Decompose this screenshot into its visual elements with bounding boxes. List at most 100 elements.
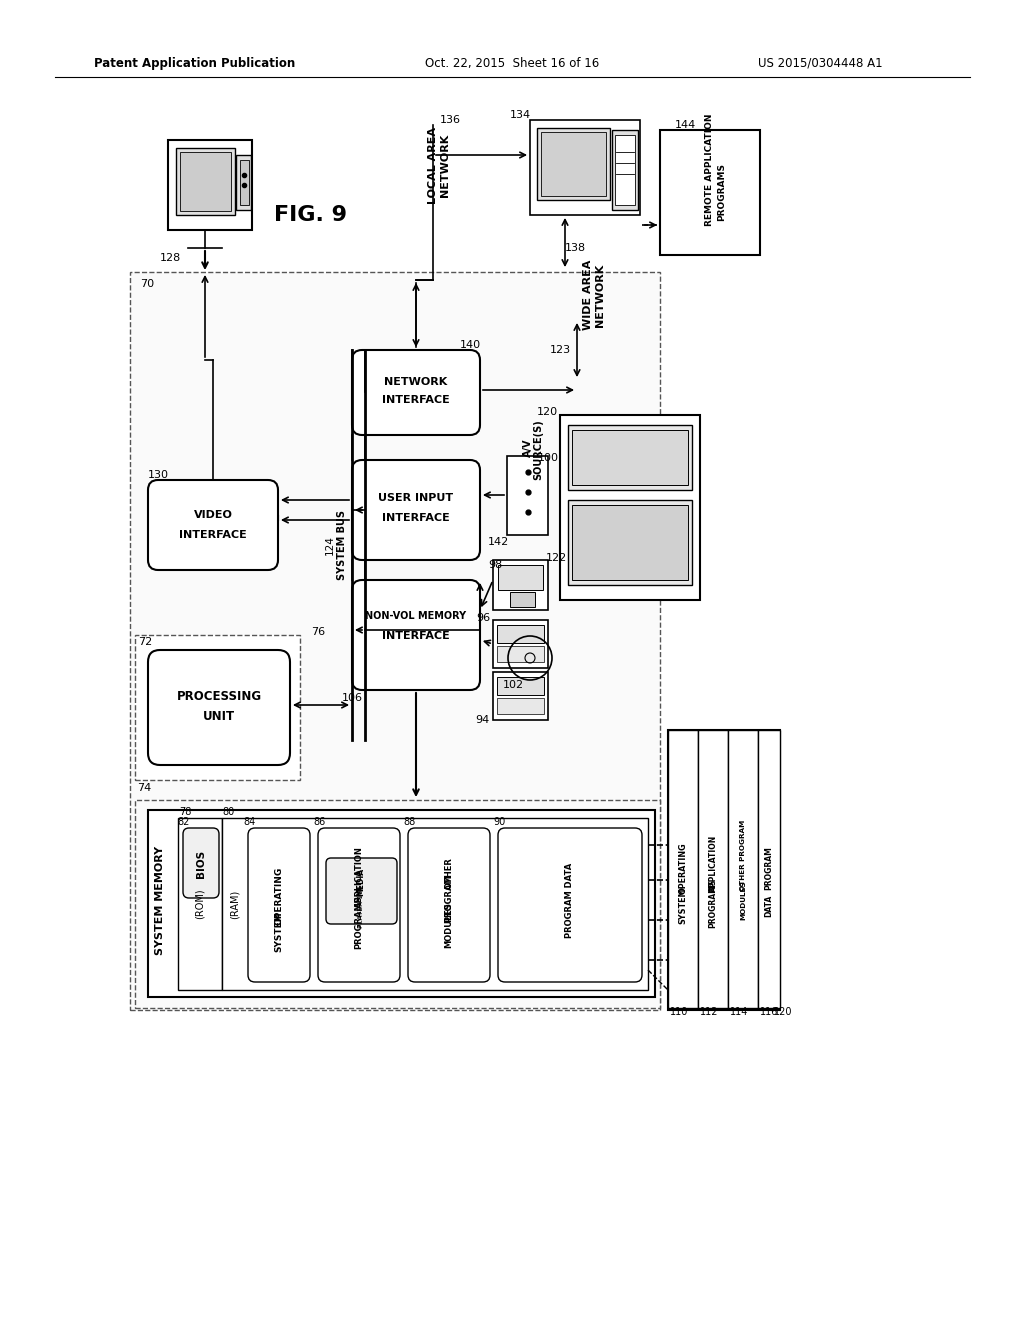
- Text: SOURCE(S): SOURCE(S): [534, 420, 543, 480]
- Bar: [537, 128, 610, 201]
- Text: 88: 88: [402, 817, 415, 828]
- Text: PROGRAM DATA: PROGRAM DATA: [565, 862, 574, 937]
- Bar: [135, 800, 660, 1008]
- Bar: [135, 635, 300, 780]
- Text: 78: 78: [179, 807, 191, 817]
- FancyBboxPatch shape: [352, 579, 480, 690]
- Bar: [572, 506, 688, 579]
- Bar: [668, 730, 698, 1008]
- Bar: [530, 120, 640, 215]
- Text: US 2015/0304448 A1: US 2015/0304448 A1: [758, 57, 883, 70]
- Text: 120: 120: [537, 407, 558, 417]
- Text: WIDE AREA: WIDE AREA: [583, 260, 593, 330]
- Text: 84: 84: [243, 817, 255, 828]
- Bar: [568, 425, 692, 490]
- Bar: [236, 154, 251, 210]
- Text: 100: 100: [538, 453, 558, 463]
- Bar: [497, 645, 544, 663]
- FancyBboxPatch shape: [148, 480, 278, 570]
- Bar: [493, 560, 548, 610]
- Text: APPLICATION: APPLICATION: [709, 834, 718, 891]
- Text: SYSTEM: SYSTEM: [274, 912, 284, 952]
- Text: FIG. 9: FIG. 9: [273, 205, 346, 224]
- FancyBboxPatch shape: [183, 828, 219, 898]
- Text: PLAYER 166: PLAYER 166: [358, 884, 364, 928]
- FancyBboxPatch shape: [498, 828, 642, 982]
- Bar: [568, 500, 692, 585]
- Text: 136: 136: [439, 115, 461, 125]
- Text: PROGRAMS: PROGRAMS: [709, 878, 718, 928]
- Bar: [758, 730, 780, 1008]
- Text: 116: 116: [760, 1007, 778, 1016]
- Text: SYSTEM MEMORY: SYSTEM MEMORY: [155, 845, 165, 954]
- Text: 114: 114: [730, 1007, 749, 1016]
- Text: MODULES: MODULES: [444, 902, 454, 948]
- Bar: [541, 132, 606, 195]
- Text: Oct. 22, 2015  Sheet 16 of 16: Oct. 22, 2015 Sheet 16 of 16: [425, 57, 599, 70]
- Text: PROCESSING: PROCESSING: [176, 690, 261, 704]
- Text: INTERFACE: INTERFACE: [179, 531, 247, 540]
- Bar: [176, 148, 234, 215]
- Text: 90: 90: [493, 817, 505, 828]
- Text: 122: 122: [546, 553, 566, 564]
- Text: 98: 98: [487, 560, 502, 570]
- Bar: [148, 810, 655, 997]
- FancyBboxPatch shape: [148, 649, 290, 766]
- Text: INTERFACE: INTERFACE: [382, 631, 450, 642]
- Text: 72: 72: [138, 638, 153, 647]
- FancyBboxPatch shape: [248, 828, 310, 982]
- Text: 128: 128: [160, 253, 180, 263]
- Text: 74: 74: [137, 783, 152, 793]
- Text: 70: 70: [140, 279, 155, 289]
- Text: NON-VOL MEMORY: NON-VOL MEMORY: [366, 611, 467, 620]
- Bar: [497, 698, 544, 714]
- Bar: [507, 455, 548, 535]
- Text: OPERATING: OPERATING: [274, 867, 284, 925]
- Text: 110: 110: [670, 1007, 688, 1016]
- Text: OTHER PROGRAM: OTHER PROGRAM: [740, 820, 746, 891]
- Text: 124: 124: [325, 535, 335, 554]
- Bar: [698, 730, 728, 1008]
- Bar: [497, 677, 544, 696]
- Text: BIOS: BIOS: [196, 850, 206, 878]
- Text: PROGRAM: PROGRAM: [444, 874, 454, 921]
- Text: 140: 140: [460, 341, 480, 350]
- Text: (RAM): (RAM): [230, 890, 240, 919]
- Bar: [498, 565, 543, 590]
- Text: INTERFACE: INTERFACE: [382, 513, 450, 523]
- Bar: [240, 160, 249, 205]
- Text: OPERATING: OPERATING: [679, 842, 687, 894]
- FancyBboxPatch shape: [352, 459, 480, 560]
- Bar: [560, 414, 700, 601]
- Text: NETWORK: NETWORK: [440, 133, 450, 197]
- Text: PROGRAMS: PROGRAMS: [354, 895, 364, 949]
- Bar: [222, 818, 648, 990]
- Text: REMOTE APPLICATION: REMOTE APPLICATION: [706, 114, 715, 226]
- Text: Patent Application Publication: Patent Application Publication: [94, 57, 296, 70]
- Bar: [510, 591, 535, 607]
- Text: APPLICATION: APPLICATION: [354, 846, 364, 908]
- Text: SYSTEM: SYSTEM: [679, 888, 687, 924]
- FancyBboxPatch shape: [408, 828, 490, 982]
- Bar: [130, 272, 660, 1010]
- Bar: [180, 152, 231, 211]
- Bar: [572, 430, 688, 484]
- Text: NETWORK: NETWORK: [384, 378, 447, 387]
- Bar: [728, 730, 758, 1008]
- Text: 138: 138: [564, 243, 586, 253]
- Bar: [497, 624, 544, 643]
- Bar: [668, 730, 780, 1010]
- Text: 130: 130: [148, 470, 169, 480]
- Bar: [660, 129, 760, 255]
- Text: NETWORK: NETWORK: [595, 264, 605, 326]
- FancyBboxPatch shape: [326, 858, 397, 924]
- Text: DATA: DATA: [765, 895, 773, 917]
- Text: 134: 134: [509, 110, 530, 120]
- Text: 86: 86: [313, 817, 326, 828]
- Bar: [178, 818, 222, 990]
- Text: 112: 112: [700, 1007, 719, 1016]
- Text: (ROM): (ROM): [195, 888, 205, 919]
- Text: 76: 76: [311, 627, 325, 638]
- Text: UNIT: UNIT: [203, 710, 236, 723]
- Text: 142: 142: [487, 537, 509, 546]
